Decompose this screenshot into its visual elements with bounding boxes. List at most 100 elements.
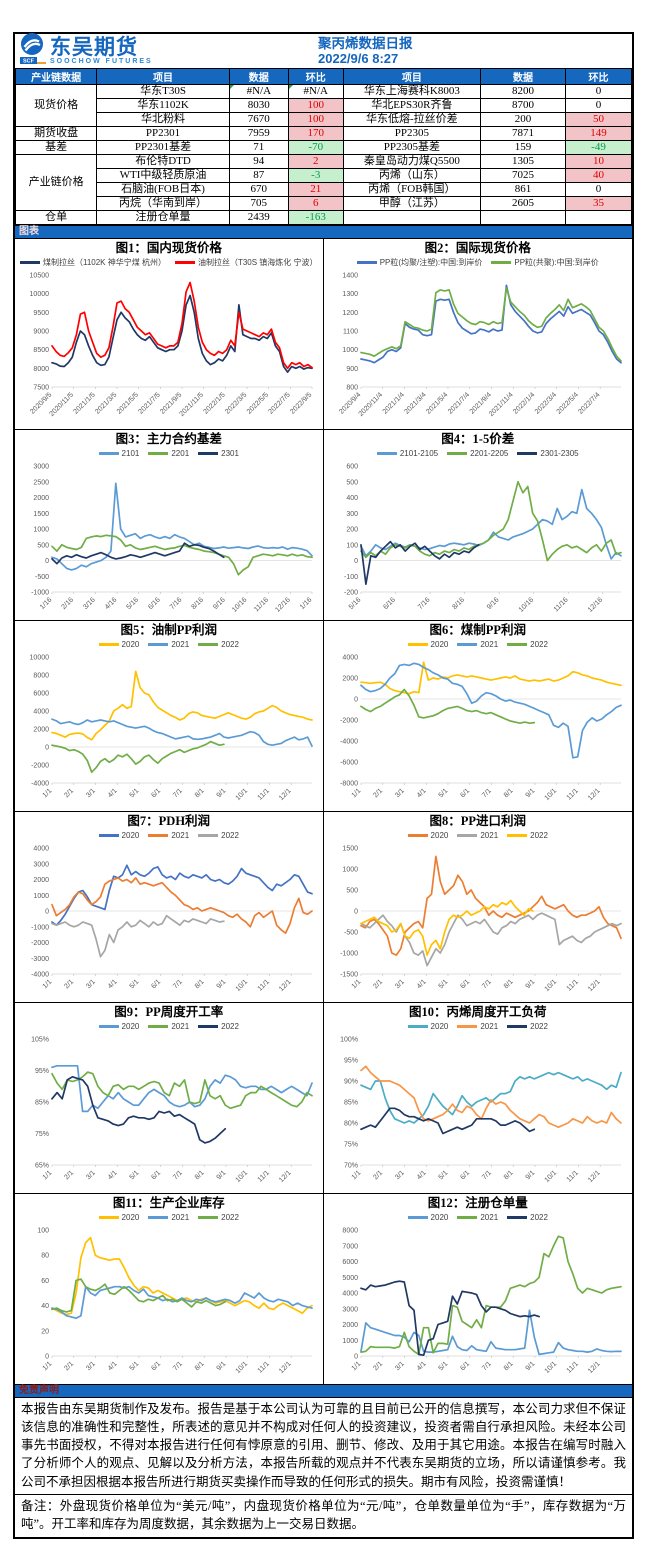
svg-text:2022/5/4: 2022/5/4 [555, 391, 579, 415]
svg-text:2/1: 2/1 [63, 978, 75, 990]
legend-item: 2021 [457, 1213, 498, 1222]
legend-label: 2021 [480, 1213, 499, 1222]
svg-text:12/1: 12/1 [587, 978, 602, 993]
svg-text:4/1: 4/1 [416, 787, 428, 799]
chart-legend: 2101 2201 2301 [15, 447, 323, 460]
svg-text:4000: 4000 [33, 846, 49, 853]
legend-line-swatch [148, 452, 169, 455]
svg-text:11/1: 11/1 [565, 1169, 579, 1183]
legend-line-swatch [457, 834, 478, 837]
svg-text:2/1: 2/1 [63, 1169, 75, 1181]
svg-text:8/1: 8/1 [194, 1169, 206, 1181]
svg-text:1000: 1000 [33, 527, 49, 534]
change-cell: 0 [565, 98, 632, 113]
svg-text:10/16: 10/16 [231, 596, 248, 613]
legend-item: 2022 [507, 1022, 548, 1031]
item-cell: 注册仓单量 [96, 210, 230, 225]
item-cell [342, 210, 482, 225]
change-cell: 2 [287, 154, 344, 169]
svg-text:3/1: 3/1 [394, 787, 406, 799]
svg-text:400: 400 [346, 495, 358, 502]
change-cell: -49 [565, 140, 632, 155]
legend-line-swatch [491, 261, 512, 264]
chart-legend: 2020 2021 2022 [324, 829, 633, 842]
svg-text:6/16: 6/16 [382, 596, 397, 611]
legend-item: 2022 [198, 1213, 239, 1222]
svg-text:95%: 95% [35, 1068, 49, 1075]
svg-text:7/1: 7/1 [481, 787, 493, 799]
company-name-en: SOOCHOW FUTURES [50, 58, 153, 65]
legend-line-swatch [148, 1216, 169, 1219]
svg-text:4/1: 4/1 [107, 1169, 119, 1181]
svg-text:3000: 3000 [342, 1306, 358, 1313]
table-row: 华北粉料 7670 100 华东低熔-拉丝价差 200 50 [16, 112, 632, 127]
svg-text:2/1: 2/1 [63, 787, 75, 799]
svg-text:1/1: 1/1 [350, 1169, 362, 1181]
svg-text:6/1: 6/1 [150, 1169, 162, 1181]
legend-line-swatch [447, 452, 468, 455]
svg-text:65%: 65% [35, 1163, 49, 1170]
legend-item: 2021 [457, 1022, 498, 1031]
legend-label: 2020 [121, 640, 140, 649]
legend-line-swatch [407, 834, 428, 837]
svg-text:200: 200 [346, 527, 358, 534]
value-cell: 705 [228, 196, 289, 211]
svg-text:9/1: 9/1 [215, 1360, 227, 1372]
svg-text:-1000: -1000 [31, 924, 49, 931]
legend-item: 2020 [98, 1213, 139, 1222]
svg-text:2/1: 2/1 [63, 1360, 75, 1372]
chart-legend: 2020 2021 2022 [15, 638, 323, 651]
svg-text:2000: 2000 [33, 877, 49, 884]
svg-text:8/1: 8/1 [194, 787, 206, 799]
svg-text:2000: 2000 [342, 1322, 358, 1329]
svg-text:1300: 1300 [342, 291, 358, 298]
svg-text:7/1: 7/1 [481, 1360, 493, 1372]
legend-line-swatch [148, 643, 169, 646]
legend-label: 2021 [171, 1213, 190, 1222]
svg-text:2021/11/5: 2021/11/5 [178, 391, 205, 418]
chart-plot: 0 1000 2000 3000 4000 5000 6000 7000 8000 1/1 2/1 3… [342, 1228, 622, 1375]
svg-text:4/1: 4/1 [416, 1169, 428, 1181]
svg-text:2/1: 2/1 [372, 978, 384, 990]
column-header: 产业链数据 [14, 68, 98, 85]
svg-text:11/1: 11/1 [256, 978, 270, 992]
disclaimer-section-label: 免责声明 [19, 1385, 59, 1396]
svg-text:9/1: 9/1 [524, 978, 536, 990]
svg-text:1/1: 1/1 [41, 978, 53, 990]
legend-item: 2201 [148, 449, 189, 458]
svg-text:6/1: 6/1 [459, 978, 471, 990]
item-cell: PP2301 [96, 126, 230, 141]
legend-line-swatch [198, 834, 219, 837]
svg-text:500: 500 [346, 888, 358, 895]
svg-text:4/1: 4/1 [416, 978, 428, 990]
title-block: 聚丙烯数据日报 2022/9/6 8:27 [318, 35, 413, 66]
value-cell: 8700 [480, 98, 567, 113]
item-cell: 丙烯（FOB韩国） [342, 182, 482, 197]
svg-text:-1000: -1000 [31, 590, 49, 597]
svg-text:2021/3/5: 2021/3/5 [94, 391, 118, 415]
legend-label: 2301-2305 [540, 449, 579, 458]
legend-line-swatch [198, 1216, 219, 1219]
legend-label: PP粒(共聚):中国:到岸价 [514, 258, 599, 267]
item-cell: 华东上海赛科K8003 [342, 84, 482, 99]
svg-text:6000: 6000 [342, 1259, 358, 1266]
legend-label: 2022 [221, 1213, 239, 1222]
svg-text:80%: 80% [344, 1121, 358, 1128]
svg-text:2022/1/4: 2022/1/4 [512, 391, 536, 415]
svg-text:12/1: 12/1 [278, 978, 293, 993]
legend-line-swatch [507, 643, 528, 646]
svg-text:5000: 5000 [342, 1275, 358, 1282]
page-title: 聚丙烯数据日报 [318, 36, 413, 52]
value-cell: 7871 [480, 126, 567, 141]
svg-text:12/1: 12/1 [587, 1360, 602, 1375]
svg-text:-100: -100 [344, 574, 358, 581]
svg-text:8/1: 8/1 [194, 1360, 206, 1372]
chart-plot: -200 -100 0 100 200 300 400 500 600 5/16 6/16 7/16 8… [344, 464, 622, 614]
legend-item: 2020 [98, 640, 140, 649]
value-cell: 2439 [228, 210, 289, 225]
legend-item: 2101 [98, 449, 139, 458]
column-header: 环比 [565, 68, 632, 85]
legend-item: PP粒(共聚):中国:到岸价 [491, 257, 599, 268]
group-label-cell: 期货收盘 [14, 126, 98, 141]
svg-text:11/1: 11/1 [565, 978, 579, 992]
